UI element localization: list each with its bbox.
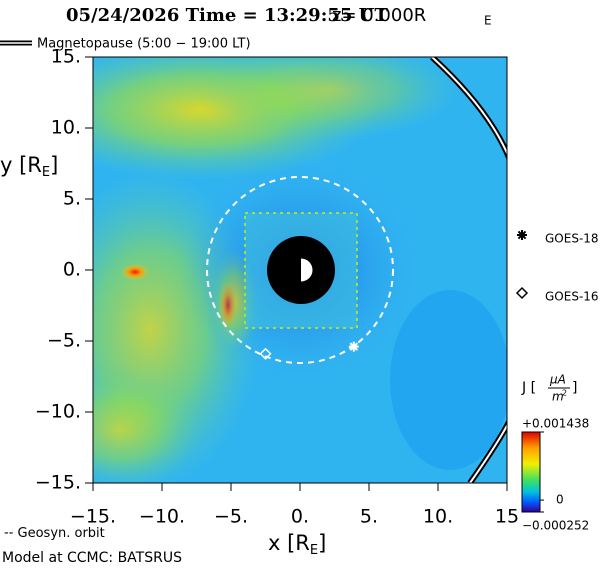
x-axis-label: x [RE] (268, 531, 326, 558)
y-tick-label: −10. (35, 401, 81, 423)
y-tick-label: −15. (35, 472, 81, 494)
colorbar-tick-label: 0 (556, 493, 564, 507)
cb-unit-pow: 2 (562, 389, 567, 398)
x-tick-label: 0. (291, 506, 309, 528)
cb-unit-num: μA (549, 373, 566, 387)
x-tick-label: −15. (70, 506, 116, 528)
magnetopause-label: Magnetopause (5:00 − 19:00 LT) (37, 37, 251, 52)
geosyn-text: Geosyn. orbit (18, 526, 105, 541)
x-close: ] (318, 531, 326, 555)
cb-unit-den: m (552, 390, 564, 404)
x-tick-label: −5. (214, 506, 248, 528)
footer: Model at CCMC: BATSRUS (2, 550, 182, 566)
y-close: ] (50, 153, 58, 177)
y-tick-label: 5. (63, 188, 81, 210)
z-sub: E (484, 14, 492, 28)
y-label: y [R (0, 153, 42, 177)
y-tick-label: 0. (63, 259, 81, 281)
x-tick-label: 10. (423, 506, 453, 528)
satellite (348, 341, 359, 352)
x-tick-label: −10. (139, 506, 185, 528)
geosyn-label: -- Geosyn. orbit (4, 526, 105, 541)
y-axis-label: y [RE] (0, 153, 58, 180)
x-tick-label: 5. (360, 506, 378, 528)
legend-label: GOES-16 (545, 290, 599, 304)
satellite (259, 347, 272, 360)
legend-label: GOES-18 (545, 232, 599, 246)
colorbar (521, 431, 541, 513)
title: 05/24/2026 Time = 13:29:55 UT (66, 5, 388, 26)
colorbar-tick-label: +0.001438 (522, 417, 589, 431)
y-sub: E (42, 165, 50, 180)
x-sub: E (310, 543, 318, 558)
z-label: z= 0.000R (332, 5, 426, 26)
colorbar-label: J [ (521, 380, 536, 396)
y-tick-label: 10. (51, 117, 81, 139)
x-tick-label: 15 (495, 506, 519, 528)
legend-marker (517, 230, 527, 240)
colorbar-tick-label: −0.000252 (522, 519, 589, 533)
field (93, 57, 507, 483)
cb-label-close: ] (572, 380, 577, 396)
y-tick-label: −5. (47, 330, 81, 352)
y-tick-label: 15. (51, 46, 81, 68)
x-label: x [R (268, 531, 310, 555)
legend-marker (515, 286, 529, 300)
